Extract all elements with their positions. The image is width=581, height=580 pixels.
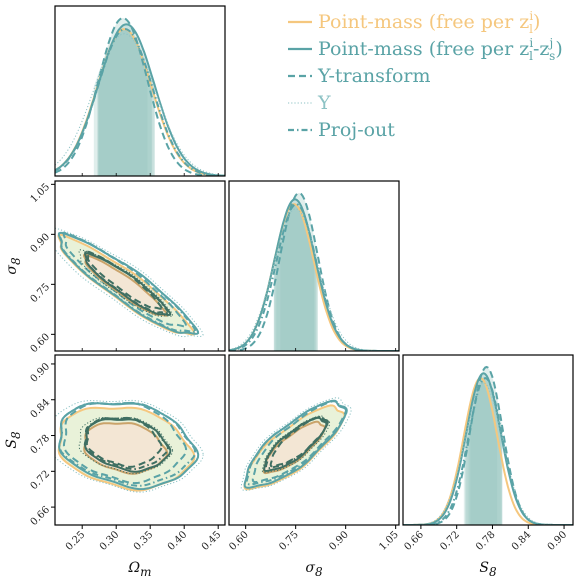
marginal-band-5 <box>97 29 153 176</box>
marginal-band-2 <box>98 24 155 176</box>
legend-label: Point-mass (free per zi l-zj s) <box>318 36 563 63</box>
marginal-curve-4 <box>55 33 225 176</box>
axis-label-S_8: S8 <box>4 431 23 449</box>
contour-panel-sigma_8-S_8 <box>228 354 400 526</box>
inner-contour-4 <box>78 416 174 475</box>
x-tick-label: 0.30 <box>98 529 122 553</box>
legend-entry-1: Point-mass (free per zi l) <box>288 9 540 36</box>
legend-entry-3: Y-transform <box>288 65 430 87</box>
panel-frame <box>54 354 226 526</box>
x-tick-label: 0.72 <box>438 529 462 553</box>
panel-frame <box>54 5 226 177</box>
x-tick-label: 0.60 <box>227 529 251 553</box>
marginal-band-5 <box>276 204 317 351</box>
panels-layer <box>54 5 574 526</box>
y-tick-label: 0.84 <box>29 397 53 421</box>
outer-contour-5 <box>245 399 348 486</box>
y-tick-label: 0.90 <box>29 232 53 256</box>
x-tick-label: 1.05 <box>377 529 401 553</box>
inner-contour-3 <box>85 416 163 468</box>
legend-label: Point-mass (free per zi l) <box>318 9 540 36</box>
y-tick-label: 0.72 <box>29 469 53 493</box>
outer-contour-4 <box>55 399 204 493</box>
inner-contour-5 <box>264 416 329 470</box>
marginal-curve-5 <box>55 28 225 176</box>
legend: Point-mass (free per zi l)Point-mass (fre… <box>288 9 563 141</box>
marginal-curve-5 <box>403 377 573 525</box>
axis-label-sigma_8: σ8 <box>305 560 323 579</box>
panel-frame <box>402 354 574 526</box>
y-tick-label: 0.75 <box>29 282 53 306</box>
x-tick-label: 0.90 <box>327 529 351 553</box>
legend-label: Υ <box>317 92 331 114</box>
outer-contour-4 <box>240 397 352 491</box>
legend-entry-2: Point-mass (free per zi l-zj s) <box>288 36 563 63</box>
x-tick-label: 0.90 <box>546 529 570 553</box>
marginal-band-4 <box>273 204 318 351</box>
y-tick-label: 0.90 <box>29 361 53 385</box>
inner-fill <box>84 254 168 316</box>
x-tick-label: 0.45 <box>200 529 224 553</box>
axis-label-sigma_8: σ8 <box>4 257 23 275</box>
marginal-panel-sigma_8 <box>228 180 400 352</box>
y-tick-label: 1.05 <box>29 182 53 206</box>
legend-label: Proj-out <box>318 119 395 141</box>
contour-panel-Omega_m-S_8 <box>54 354 226 526</box>
inner-contour-3 <box>85 250 163 310</box>
outer-contour-5 <box>58 401 197 487</box>
x-tick-label: 0.40 <box>166 529 190 553</box>
legend-entry-5: Proj-out <box>288 119 395 141</box>
x-tick-label: 0.78 <box>474 529 498 553</box>
x-tick-label: 0.75 <box>277 529 301 553</box>
y-tick-label: 0.66 <box>29 504 53 528</box>
y-tick-label: 0.60 <box>29 332 53 356</box>
marginal-band-4 <box>93 29 155 176</box>
marginal-panel-Omega_m <box>54 5 226 177</box>
x-tick-label: 0.35 <box>132 529 156 553</box>
contour-panel-Omega_m-sigma_8 <box>54 180 226 352</box>
inner-contour-4 <box>78 249 173 317</box>
marginal-panel-S_8 <box>402 354 574 526</box>
axis-label-Omega_m: Ωm <box>128 560 152 579</box>
axis-label-S_8: S8 <box>479 560 497 579</box>
marginal-band-1 <box>97 29 152 176</box>
x-tick-label: 0.66 <box>402 529 426 553</box>
legend-label: Y-transform <box>317 65 430 87</box>
panel-frame <box>54 180 226 352</box>
outer-contour-2 <box>58 402 200 491</box>
inner-fill <box>263 421 325 474</box>
marginal-band-3 <box>98 18 148 176</box>
x-tick-label: 0.84 <box>510 529 534 553</box>
panel-frame <box>228 354 400 526</box>
outer-contour-5 <box>58 231 197 333</box>
inner-contour-5 <box>83 251 169 315</box>
legend-entry-4: Υ <box>288 92 331 114</box>
outer-contour-3 <box>251 400 348 484</box>
marginal-curve-3 <box>229 192 399 351</box>
y-tick-label: 0.78 <box>29 433 53 457</box>
outer-contour-3 <box>62 401 188 485</box>
axis-labels-layer: Ωm σ8 S8 σ8 S8 <box>4 257 497 579</box>
x-tick-label: 0.25 <box>64 529 88 553</box>
panel-frame <box>228 180 400 352</box>
